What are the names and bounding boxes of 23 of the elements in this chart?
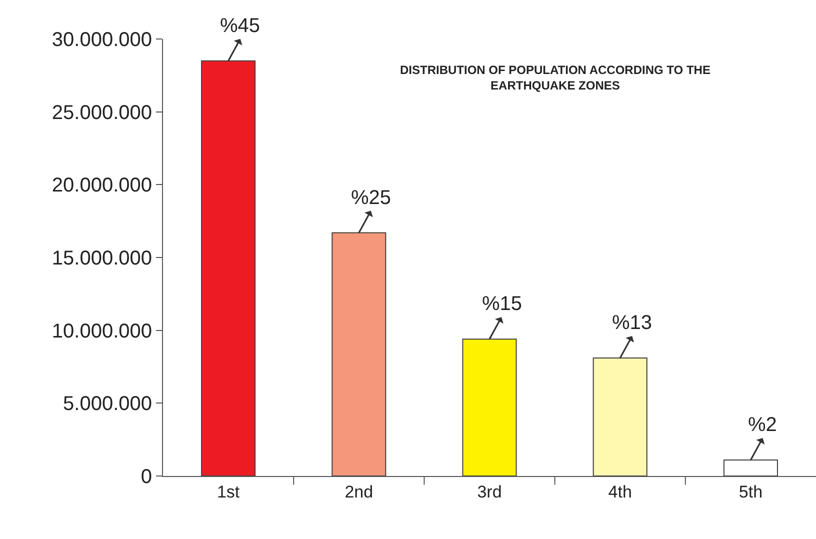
y-tick-label: 30.000.000: [52, 29, 152, 51]
text: DISTRIBUTION OF POPULATION ACCORDING TO THE EARTHQUAKE ZONES: [400, 63, 710, 93]
annotation: %15: [482, 293, 522, 315]
annotation: %13: [612, 312, 652, 334]
x-tick-label: 3rd: [477, 482, 502, 502]
bar: [332, 232, 386, 476]
x-tick-label: 4th: [608, 482, 632, 502]
x-tick-label: 1st: [216, 482, 240, 502]
bar: [592, 358, 648, 476]
annotation: %25: [351, 187, 392, 209]
y-tick-label: 20.000.000: [52, 174, 152, 197]
annotation: %2: [748, 414, 777, 436]
x-tick-label: 2nd: [344, 482, 374, 502]
y-tick-label: 15.000.000: [52, 248, 152, 270]
annotation: %45: [220, 15, 260, 37]
bar: [201, 60, 256, 476]
y-tick-label: 5.000.000: [63, 393, 152, 416]
y-tick-label: 0: [140, 466, 152, 488]
y-tick-label: 25.000.000: [52, 102, 152, 124]
bar: [723, 459, 778, 476]
bar: [462, 338, 517, 476]
y-tick-label: 10.000.000: [52, 320, 152, 342]
x-tick-label: 5th: [738, 482, 763, 502]
